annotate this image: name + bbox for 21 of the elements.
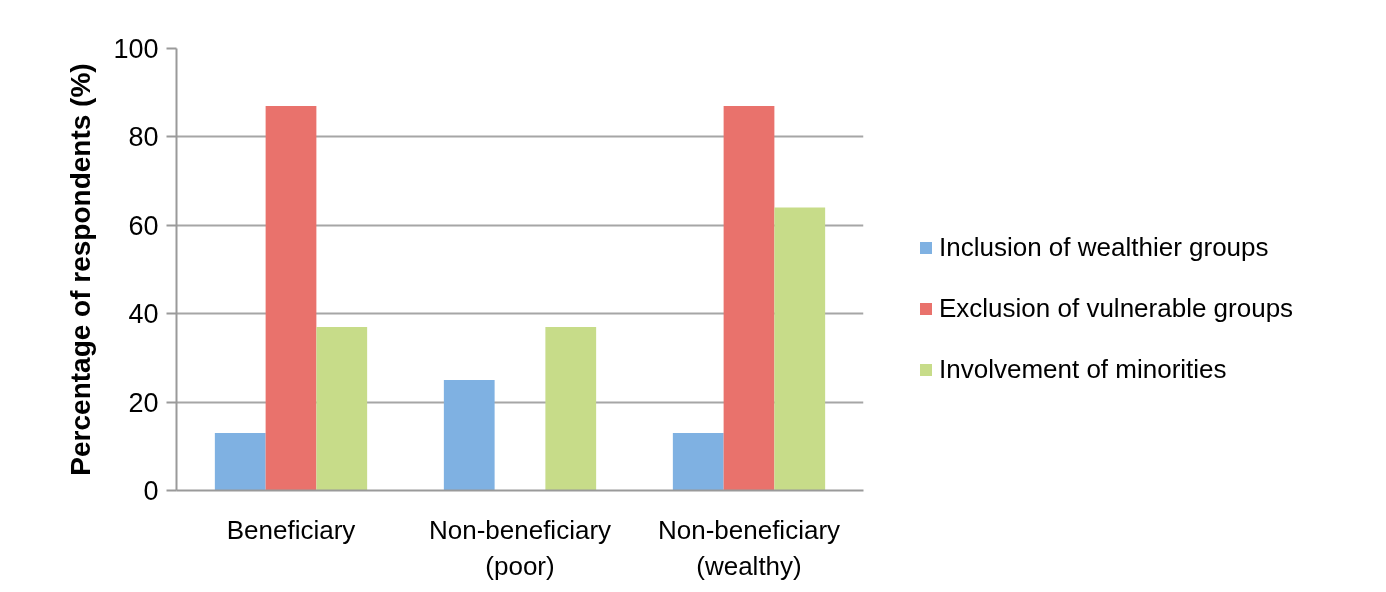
bar xyxy=(316,326,368,491)
bar xyxy=(545,326,597,491)
y-tick-label: 20 xyxy=(128,387,159,418)
y-axis-title: Percentage of respondents (%) xyxy=(65,63,97,476)
y-tick-label: 100 xyxy=(113,34,159,64)
x-tick-label: Beneficiary xyxy=(226,514,356,545)
bar xyxy=(265,105,317,491)
bar xyxy=(443,380,495,491)
y-tick-label: 80 xyxy=(128,122,159,153)
y-tick-label: 40 xyxy=(128,299,159,330)
legend-label: Involvement of minorities xyxy=(939,354,1227,385)
x-tick-label: Non-beneficiary (wealthy) xyxy=(657,514,841,581)
legend-label: Exclusion of vulnerable groups xyxy=(939,293,1294,324)
bar xyxy=(723,105,775,491)
bar xyxy=(214,433,266,491)
legend-label: Inclusion of wealthier groups xyxy=(939,232,1269,263)
bar xyxy=(774,207,826,491)
x-tick-label: Non-beneficiary (poor) xyxy=(428,514,612,581)
y-tick-label: 0 xyxy=(143,476,159,506)
bar xyxy=(672,433,724,491)
y-tick-label: 60 xyxy=(128,210,159,241)
